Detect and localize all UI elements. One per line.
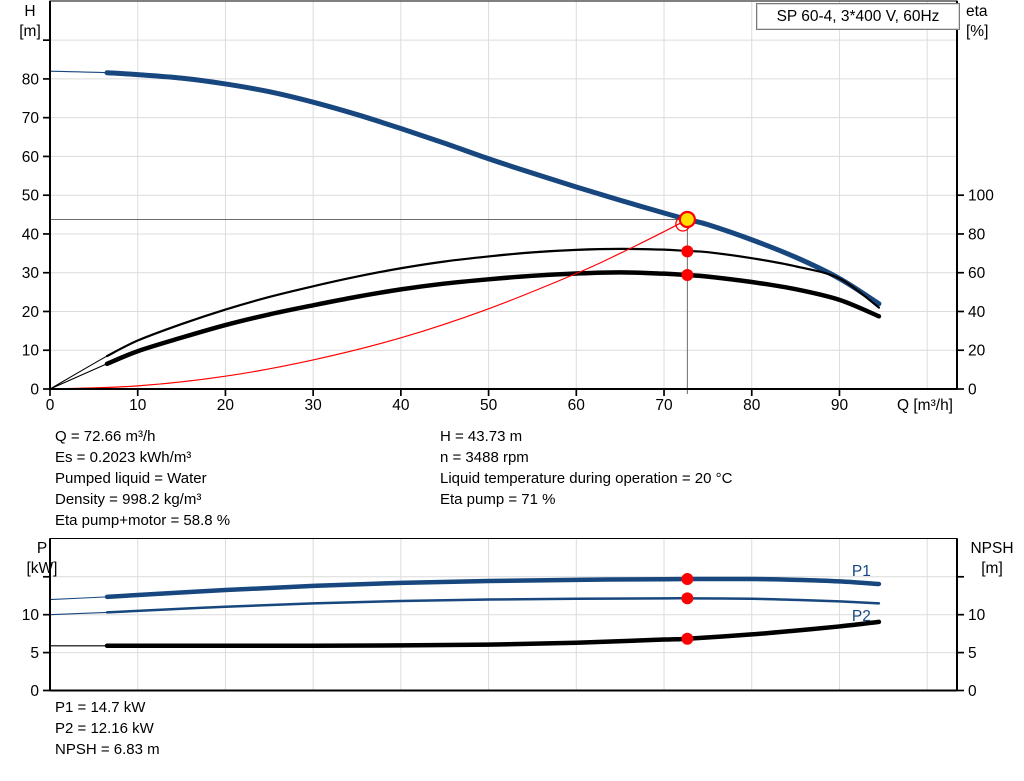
npsh-axis-title-line2: [m] [981,560,1003,577]
eta-pump-motor: Eta pump+motor = 58.8 % [55,512,231,529]
curve-eta-pump-motor-thick [104,270,882,367]
tick-label: 80 [22,71,40,88]
tick-label: 10 [22,343,40,360]
tick-label: 20 [968,343,986,360]
liquid-temp-value: Liquid temperature during operation = 20… [440,470,733,487]
tick-label: 10 [129,397,147,414]
energy-value: Es = 0.2023 kWh/m³ [55,449,192,466]
power-axis-title: P [kW] [18,539,66,579]
operating-point-dot [681,245,694,258]
curve-head-curve-h-q- [49,70,880,305]
duty-data-right-column: H = 43.73 m n = 3488 rpm Liquid temperat… [440,426,732,510]
tick-label: 100 [968,188,994,205]
tick-label: 80 [968,226,986,243]
p2-value: P2 = 12.16 kW [55,720,154,737]
tick-label: 20 [22,304,40,321]
head-efficiency-chart[interactable]: 0 10 20 30 40 50 60 70 80 0 20 40 60 80 100 0 10 20 30 40 50… [22,0,994,414]
duty-point-marker[interactable] [678,210,696,229]
head-axis-title-line1: H [24,3,36,20]
tick-label: 60 [22,149,40,166]
duty-data-left-column: Q = 72.66 m³/h Es = 0.2023 kWh/m³ Pumped… [55,426,230,531]
tick-label: Q [m³/h] [897,397,953,414]
eta-axis-title-line1: eta [966,3,988,20]
eta-pump-value: Eta pump = 71 % [440,491,556,508]
tick-label: 0 [30,382,39,399]
curve-system-curve [49,218,688,390]
operating-point-dot [681,573,694,586]
tick-label: 0 [968,382,977,399]
tick-label: 10 [22,607,40,624]
tick-label: 5 [30,645,39,662]
pumped-liquid: Pumped liquid = Water [55,470,207,487]
p1-value: P1 = 14.7 kW [55,699,146,716]
tick-label: 80 [743,397,761,414]
power-data-block: P1 = 14.7 kW P2 = 12.16 kW NPSH = 6.83 m [55,697,160,760]
curve-eta-pump-motor [49,271,880,390]
tick-label: 70 [22,110,40,127]
tick-label: 30 [22,265,40,282]
npsh-axis-title: NPSH [m] [963,539,1021,579]
power-npsh-chart[interactable]: 0 5 10 0 5 10 P1 P2 [22,538,986,701]
tick-label: 60 [968,265,986,282]
tick-label: 60 [568,397,586,414]
npsh-value: NPSH = 6.83 m [55,741,160,758]
pump-type-label: SP 60-4, 3*400 V, 60Hz [776,8,940,25]
curve-p2-thick [105,597,881,614]
head-value: H = 43.73 m [440,428,523,445]
tick-label: 50 [480,397,498,414]
head-axis-title-line2: [m] [19,23,41,40]
tick-label: 10 [968,607,986,624]
curve-p1-thick [104,576,882,600]
operating-point-dot [681,632,694,645]
head-axis-title: H [m] [12,2,48,42]
operating-point-dot [681,269,694,282]
eta-axis-title: eta [%] [966,2,1016,42]
tick-label: 50 [22,188,40,205]
tick-label: P1 [852,563,871,580]
tick-label: 0 [30,683,39,700]
curve-head-curve-h-q--thick [104,70,882,307]
density-value: Density = 998.2 kg/m³ [55,491,202,508]
tick-label: 5 [968,645,977,662]
flow-value: Q = 72.66 m³/h [55,428,156,445]
npsh-axis-title-line1: NPSH [970,540,1014,557]
power-axis-title-line2: [kW] [26,560,58,577]
curve-eta-pump-thick [105,247,881,358]
tick-label: 20 [217,397,235,414]
chart-title-box: SP 60-4, 3*400 V, 60Hz [756,3,960,30]
tick-label: P2 [852,608,871,625]
tick-label: 0 [46,397,55,414]
tick-label: 40 [392,397,410,414]
speed-value: n = 3488 rpm [440,449,529,466]
tick-label: 90 [831,397,849,414]
curve-eta-pump [49,248,880,390]
tick-label: 70 [655,397,673,414]
tick-label: 40 [968,304,986,321]
eta-axis-title-line2: [%] [966,23,989,40]
tick-label: 30 [305,397,323,414]
tick-label: 0 [968,683,977,700]
power-axis-title-line1: P [36,540,48,557]
operating-point-dot [681,592,694,605]
curve-npsh-thick [104,619,882,649]
tick-label: 40 [22,226,40,243]
